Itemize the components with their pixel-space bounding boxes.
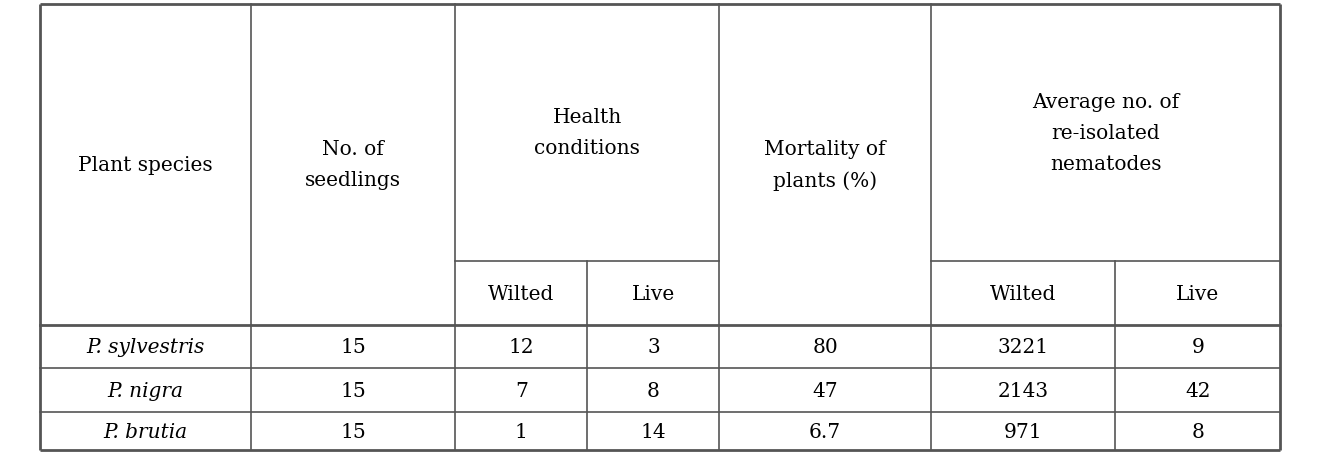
Text: Health
conditions: Health conditions [535, 108, 640, 158]
Text: Wilted: Wilted [488, 284, 554, 303]
Text: 971: 971 [1003, 422, 1043, 440]
Text: Mortality of
plants (%): Mortality of plants (%) [764, 139, 886, 191]
Text: 15: 15 [341, 422, 366, 440]
Text: 3221: 3221 [998, 338, 1048, 356]
Text: 14: 14 [640, 422, 667, 440]
Text: P. brutia: P. brutia [103, 422, 187, 440]
Text: 3: 3 [647, 338, 660, 356]
Text: 80: 80 [812, 338, 838, 356]
Text: 2143: 2143 [998, 381, 1048, 399]
Text: Live: Live [632, 284, 675, 303]
Text: 15: 15 [341, 338, 366, 356]
Text: 15: 15 [341, 381, 366, 399]
Text: Wilted: Wilted [990, 284, 1056, 303]
Text: 9: 9 [1192, 338, 1204, 356]
Text: P. nigra: P. nigra [107, 381, 183, 399]
Text: 47: 47 [812, 381, 838, 399]
Text: 8: 8 [1192, 422, 1204, 440]
Text: Average no. of
re-isolated
nematodes: Average no. of re-isolated nematodes [1032, 93, 1179, 173]
Text: 8: 8 [647, 381, 660, 399]
Text: 1: 1 [515, 422, 528, 440]
Text: Plant species: Plant species [78, 156, 213, 174]
Text: 42: 42 [1185, 381, 1210, 399]
Text: P. sylvestris: P. sylvestris [86, 338, 205, 356]
Text: 6.7: 6.7 [809, 422, 841, 440]
Text: Live: Live [1176, 284, 1220, 303]
Text: 7: 7 [515, 381, 528, 399]
Text: 12: 12 [508, 338, 535, 356]
Text: No. of
seedlings: No. of seedlings [305, 140, 401, 190]
